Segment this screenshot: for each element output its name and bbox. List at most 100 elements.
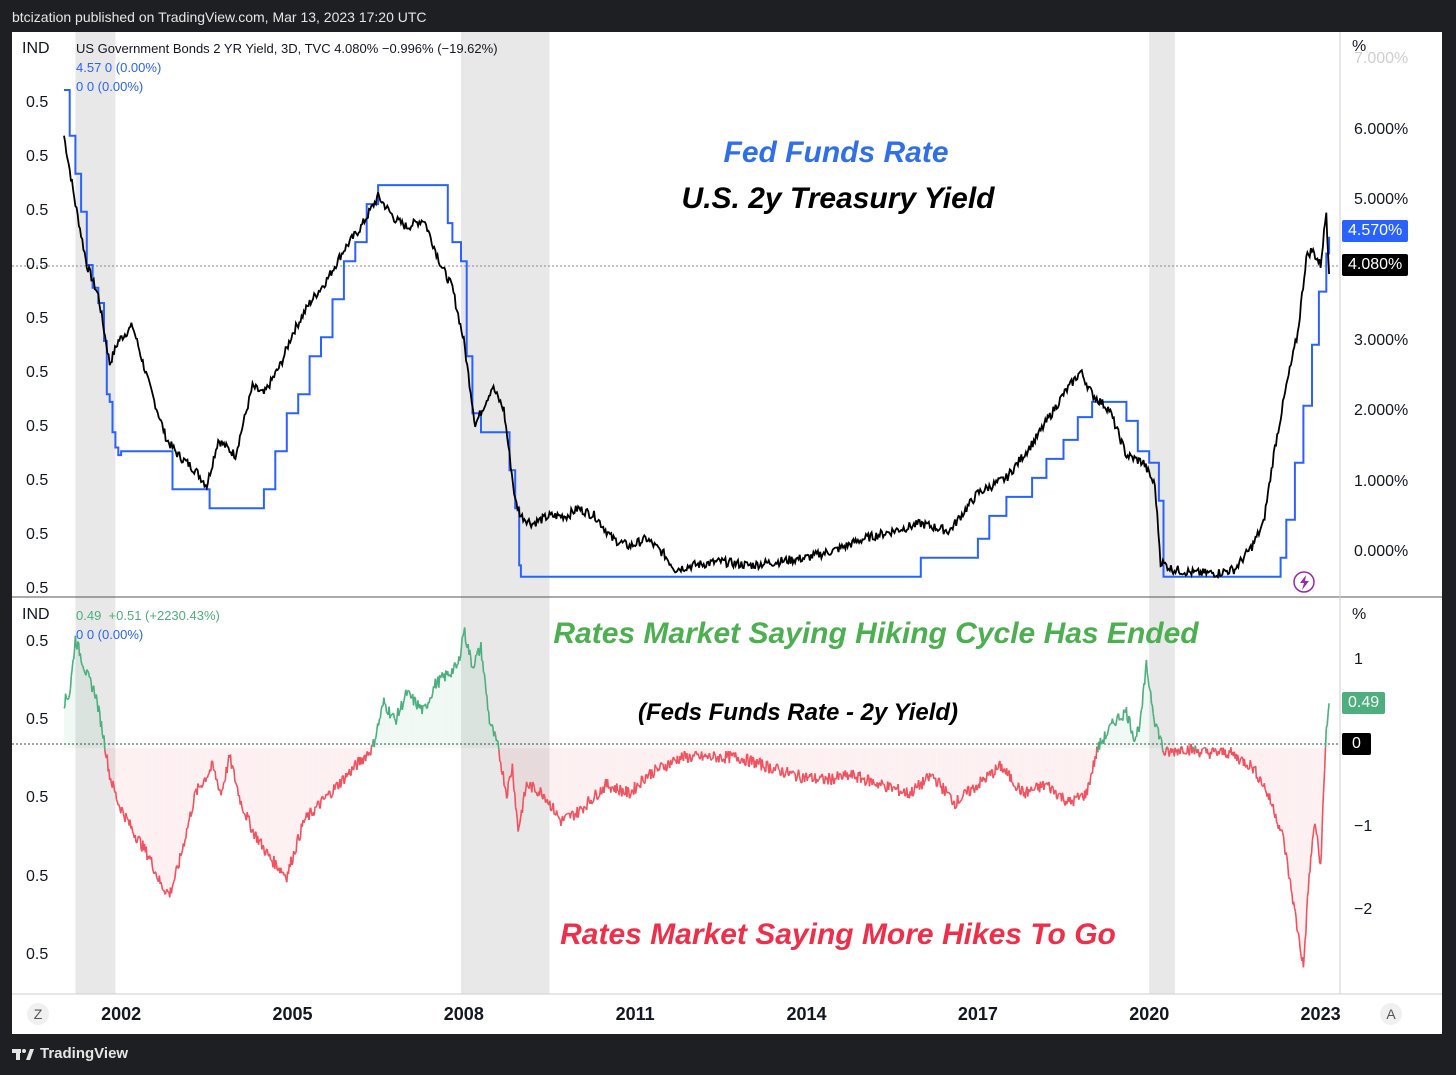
spread-positive-segment (485, 692, 488, 697)
spread-fill-segment (1258, 748, 1260, 783)
spread-fill-segment (626, 748, 627, 798)
zoom-button[interactable]: Z (27, 1003, 49, 1025)
spread-fill-segment (1308, 748, 1310, 891)
spread-fill-segment (638, 748, 640, 787)
spread-fill-segment (614, 748, 616, 792)
spread-fill-segment (894, 748, 896, 790)
spread-fill-segment (375, 737, 376, 749)
spread-fill-segment (954, 748, 955, 809)
spread-negative-segment (916, 785, 919, 789)
spread-fill-segment (904, 748, 905, 797)
spread-negative-segment (1280, 829, 1284, 833)
spread-negative-segment (174, 865, 178, 872)
spread-fill-segment (321, 748, 323, 797)
spread-fill-segment (663, 748, 665, 770)
spread-negative-segment (136, 839, 139, 844)
spread-positive-segment (379, 709, 382, 719)
spread-positive-segment (1122, 709, 1125, 721)
spread-fill-segment (532, 748, 534, 784)
spread-negative-segment (1214, 747, 1217, 750)
spread-fill-segment (568, 748, 570, 814)
spread-negative-segment (1053, 790, 1056, 795)
spread-negative-segment (877, 782, 880, 789)
more-hikes-annotation: Rates Market Saying More Hikes To Go (560, 918, 1116, 951)
spread-fill-segment (69, 688, 71, 749)
spread-negative-segment (499, 760, 502, 763)
spread-fill-segment (142, 748, 143, 852)
spread-fill-segment (1259, 748, 1260, 783)
spread-negative-segment (1016, 787, 1019, 791)
spread-fill-segment (440, 676, 442, 749)
spread-fill-segment (83, 669, 85, 749)
spread-fill-segment (900, 748, 902, 794)
spread-negative-segment (861, 777, 864, 780)
spread-fill-segment (208, 748, 210, 776)
fed-funds-line[interactable] (64, 89, 1331, 578)
spread-fill-segment (817, 748, 819, 782)
spread-fill-segment (290, 748, 291, 867)
spread-fill-segment (741, 748, 743, 760)
spread-negative-segment (1316, 834, 1319, 845)
spread-fill-segment (1115, 725, 1116, 749)
spread-fill-segment (413, 696, 415, 749)
spread-fill-segment (1246, 748, 1247, 768)
chart-canvas[interactable]: 2002 2005 2008 2011 2014 2017 2020 2023 (12, 32, 1442, 1034)
spread-negative-segment (115, 799, 119, 803)
spread-fill-segment (518, 748, 520, 828)
spread-fill-segment (788, 748, 789, 776)
spread-negative-segment (699, 756, 702, 760)
spread-fill-segment (1051, 748, 1053, 787)
spread-negative-segment (498, 750, 501, 762)
spread-fill-segment (1276, 748, 1278, 825)
spread-negative-segment (1017, 782, 1021, 788)
chart-panel[interactable]: 2002 2005 2008 2011 2014 2017 2020 2023 IND US … (12, 32, 1442, 1034)
spread-negative-segment (1161, 750, 1165, 753)
spread-fill-segment (137, 748, 139, 840)
spread-negative-segment (319, 799, 322, 809)
spread-fill-segment (773, 748, 775, 769)
spread-fill-segment (649, 748, 650, 772)
spread-fill-segment (316, 748, 318, 807)
spread-fill-segment (166, 748, 168, 891)
spread-negative-segment (954, 807, 957, 810)
spread-fill-segment (952, 748, 954, 806)
spread-positive-segment (1143, 668, 1147, 685)
spread-fill-segment (1310, 748, 1311, 873)
spread-fill-segment (345, 748, 347, 778)
spread-negative-segment (1314, 823, 1317, 828)
spread-fill-segment (193, 748, 195, 802)
spread-negative-segment (174, 870, 177, 880)
spread-negative-segment (218, 788, 221, 792)
spread-fill-segment (311, 748, 313, 816)
spread-fill-segment (963, 748, 965, 795)
spread-fill-segment (890, 748, 892, 786)
spread-fill-segment (1060, 748, 1062, 802)
spread-fill-segment (1109, 724, 1110, 749)
spread-fill-segment (959, 748, 961, 804)
spread-fill-segment (416, 706, 417, 749)
spread-fill-segment (920, 748, 922, 786)
spread-positive-segment (1139, 714, 1142, 726)
spread-fill-segment (214, 748, 216, 772)
spread-fill-segment (1286, 748, 1287, 857)
spread-fill-segment (1058, 748, 1060, 794)
spread-positive-segment (1141, 691, 1144, 707)
spread-negative-segment (262, 844, 265, 847)
spread-fill-segment (176, 748, 178, 866)
spread-negative-segment (502, 771, 505, 786)
treasury-2y-line[interactable] (63, 135, 1330, 580)
spread-negative-segment (1062, 798, 1065, 803)
spread-fill-segment (165, 748, 167, 895)
right-tick: 1.000% (1354, 473, 1409, 490)
spread-negative-segment (511, 763, 514, 780)
spread-negative-segment (121, 808, 125, 814)
spread-negative-segment (212, 768, 215, 772)
spread-fill-segment (149, 748, 151, 860)
spread-fill-segment (1021, 748, 1022, 795)
auto-scale-button[interactable]: A (1380, 1003, 1402, 1025)
spread-fill-segment (410, 694, 411, 749)
spread-fill-segment (551, 748, 553, 811)
footer-brand[interactable]: TradingView (12, 1045, 128, 1062)
spread-fill-segment (953, 748, 955, 803)
spread-positive-segment (459, 647, 463, 657)
